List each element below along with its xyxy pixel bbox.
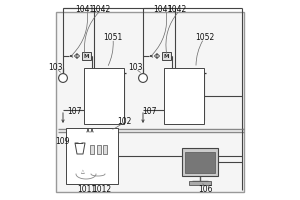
Text: 1042: 1042 — [167, 4, 187, 14]
Bar — [189, 181, 211, 185]
Circle shape — [139, 74, 147, 82]
Text: 103: 103 — [128, 62, 142, 72]
Circle shape — [58, 74, 68, 82]
Text: M: M — [164, 53, 169, 58]
Text: 1041: 1041 — [153, 4, 172, 14]
Text: 102: 102 — [117, 116, 131, 126]
Polygon shape — [154, 54, 157, 58]
Text: 107: 107 — [142, 108, 156, 116]
Text: 1041: 1041 — [75, 4, 94, 14]
Text: 109: 109 — [56, 136, 70, 146]
Text: 106: 106 — [198, 184, 212, 194]
Text: 103: 103 — [48, 62, 63, 72]
Bar — [164, 68, 204, 124]
Text: M: M — [84, 53, 89, 58]
Text: △: △ — [81, 169, 85, 174]
Text: 107: 107 — [67, 108, 81, 116]
Bar — [185, 152, 215, 173]
Text: 1011: 1011 — [77, 184, 97, 194]
Bar — [162, 52, 171, 60]
Bar — [82, 52, 91, 60]
Bar — [84, 68, 124, 124]
Text: 1042: 1042 — [92, 4, 111, 14]
Text: 1012: 1012 — [92, 184, 112, 194]
Polygon shape — [74, 54, 77, 58]
Bar — [66, 128, 118, 184]
Bar — [182, 148, 218, 176]
Bar — [97, 145, 101, 154]
Bar — [90, 145, 94, 154]
Text: 1052: 1052 — [195, 32, 214, 42]
Bar — [103, 145, 107, 154]
Text: 1051: 1051 — [103, 32, 123, 42]
Polygon shape — [77, 54, 80, 58]
Polygon shape — [157, 54, 160, 58]
